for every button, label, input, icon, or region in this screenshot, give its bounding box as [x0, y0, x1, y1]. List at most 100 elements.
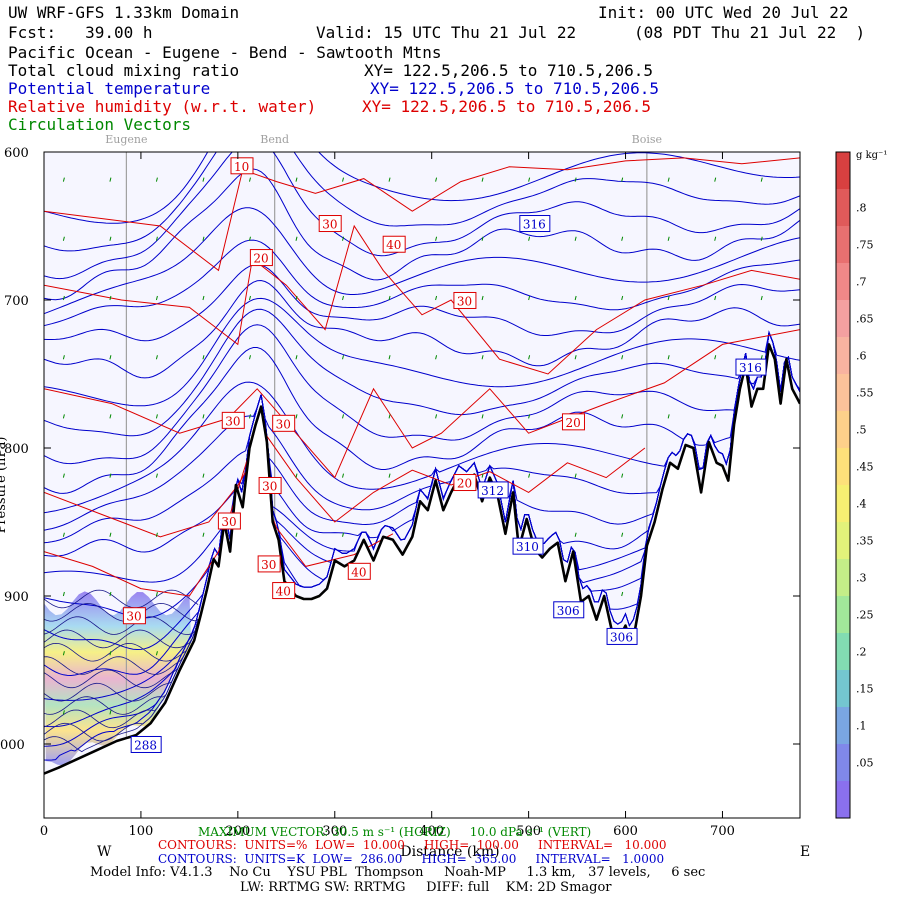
theta-contour [44, 207, 800, 315]
theta-contour-low [44, 602, 199, 622]
rh-label: 30 [322, 218, 337, 232]
theta-label: 288 [134, 738, 157, 752]
colorbar-tick-label: .6 [856, 350, 867, 363]
circulation-vector [62, 473, 65, 478]
theta-contour [44, 239, 800, 327]
circulation-vector [342, 473, 345, 478]
circulation-vector [481, 473, 484, 478]
theta-label-box [477, 481, 509, 499]
colorbar-tick-label: .65 [856, 313, 874, 326]
theta-contour [44, 279, 800, 379]
theta-contour [44, 152, 800, 252]
circulation-vector [295, 177, 298, 182]
circulation-vector [342, 295, 345, 301]
circulation-vector [435, 295, 438, 301]
circulation-vector [155, 591, 158, 597]
theta-label-box [735, 358, 767, 376]
circulation-vector [295, 295, 298, 301]
colorbar-segment [836, 596, 850, 634]
theta-contour-info: CONTOURS: UNITS=K LOW= 286.00 HIGH= 365.… [158, 852, 665, 866]
field-theta-label: Potential temperature [8, 79, 211, 98]
x-tick-label: 700 [710, 824, 735, 839]
colorbar-tick-label: .35 [856, 535, 874, 548]
circulation-vector [388, 177, 391, 182]
circulation-vector [621, 591, 624, 597]
circulation-vector [109, 177, 112, 182]
rh-label-box [249, 249, 273, 267]
circulation-vector [295, 532, 298, 537]
physics-info: LW: RRTMG SW: RRTMG DIFF: full KM: 2D Sm… [240, 880, 612, 895]
circulation-vector [248, 236, 251, 241]
circulation-vector [667, 236, 670, 241]
circulation-vector [760, 177, 763, 182]
rh-label-box [257, 555, 281, 573]
rh-contour-info: CONTOURS: UNITS=% LOW= 10.000 HIGH= 100.… [158, 838, 667, 852]
location-label-boise: Boise [632, 133, 662, 146]
colorbar-segment [836, 189, 850, 227]
circulation-vector [109, 414, 112, 419]
colorbar-tick-label: .8 [856, 202, 867, 215]
circulation-vector [714, 355, 717, 360]
circulation-vector [155, 414, 158, 419]
circulation-vector [109, 651, 112, 656]
circulation-vector [388, 355, 391, 360]
rh-contour [44, 157, 800, 272]
circulation-vector [62, 414, 65, 419]
theta-contour [44, 324, 800, 465]
field-vectors-label: Circulation Vectors [8, 115, 192, 134]
circulation-vector [760, 236, 763, 241]
circulation-vector [388, 473, 391, 478]
colorbar-tick-label: .1 [856, 720, 867, 733]
location-label-eugene: Eugene [105, 133, 147, 146]
circulation-vector [621, 295, 624, 301]
rh-label-box [453, 291, 477, 309]
circulation-vector [388, 295, 391, 301]
colorbar-segment [836, 707, 850, 745]
theta-contour [44, 152, 800, 224]
circulation-vector [388, 414, 391, 419]
x-axis-title: Distance (km) [400, 844, 499, 860]
rh-label: 40 [386, 238, 401, 252]
circulation-vector [248, 414, 251, 419]
theta-label: 306 [557, 604, 580, 618]
theta-contour [44, 152, 800, 280]
circulation-vector [202, 236, 205, 241]
rh-label-box [217, 512, 241, 530]
circulation-vector [528, 473, 531, 478]
x-tick-label: 200 [225, 824, 250, 839]
circulation-vector [62, 710, 65, 715]
theta-contour [44, 308, 800, 437]
circulation-vector [155, 236, 158, 241]
field-rh-xy: XY= 122.5,206.5 to 710.5,206.5 [362, 97, 651, 116]
rh-label: 40 [351, 565, 366, 579]
rh-label-box [347, 562, 371, 580]
circulation-vector [528, 414, 531, 419]
theta-contour-low [44, 616, 199, 635]
colorbar-tick-label: .15 [856, 683, 874, 696]
rh-label-box [382, 235, 406, 253]
circulation-vector [481, 295, 484, 301]
rh-label: 10 [234, 160, 249, 174]
theta-label: 306 [610, 630, 633, 644]
colorbar-segment [836, 522, 850, 560]
rh-label-box [122, 607, 146, 625]
rh-label: 30 [126, 610, 141, 624]
colorbar-tick-label: .4 [856, 498, 867, 511]
colorbar-segment [836, 633, 850, 671]
rh-label-box [318, 215, 342, 233]
circulation-vector [760, 355, 763, 360]
circulation-vector [109, 473, 112, 478]
rh-contour [44, 224, 800, 375]
circulation-vector [714, 295, 717, 301]
circulation-vector [62, 295, 65, 301]
circulation-vector [202, 355, 205, 360]
circulation-vector [109, 355, 112, 360]
circulation-vector [248, 295, 251, 301]
rh-label: 20 [253, 252, 268, 266]
circulation-vector [295, 473, 298, 478]
colorbar-tick-label: .2 [856, 646, 867, 659]
colorbar-segment [836, 670, 850, 708]
y-tick-label: 700 [4, 294, 29, 309]
circulation-vector [62, 591, 65, 597]
